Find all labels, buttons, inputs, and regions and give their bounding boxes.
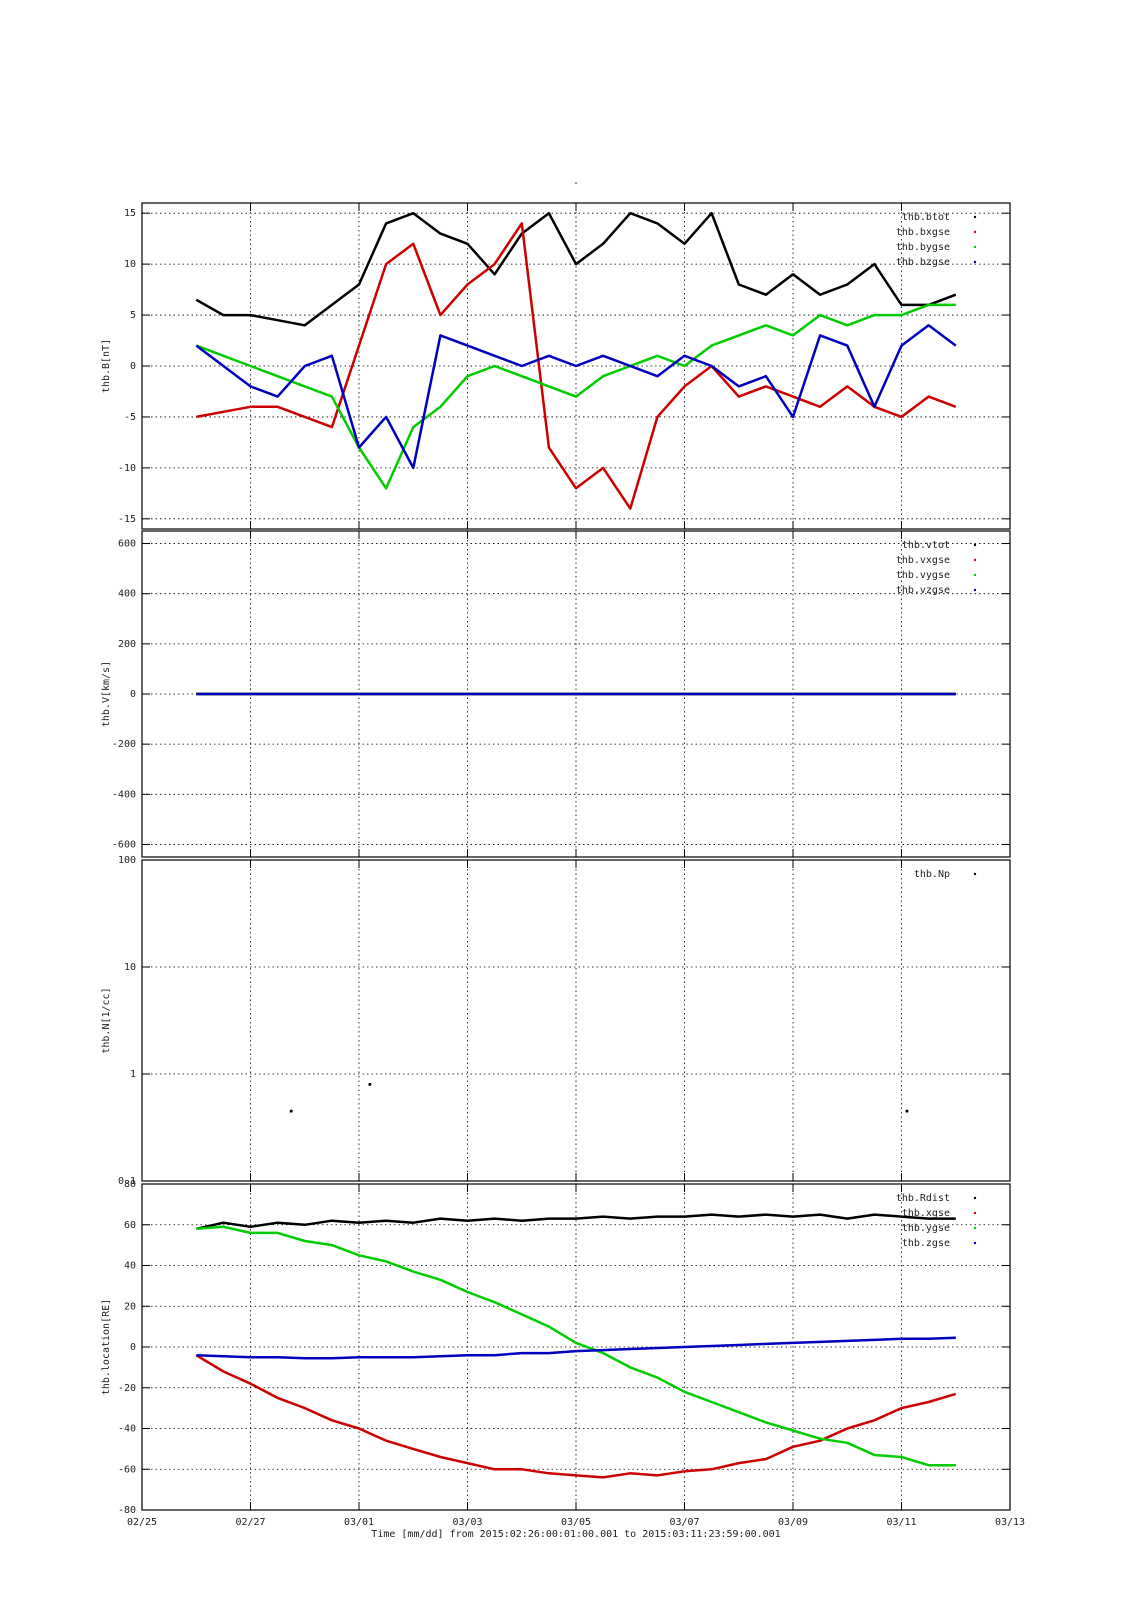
x-tick-label: 03/13 (995, 1517, 1025, 1528)
legend-label: thb.btot (902, 212, 950, 223)
legend-label: thb.bygse (896, 242, 950, 253)
legend-marker (973, 215, 977, 219)
y-tick-label: -10 (118, 463, 136, 474)
x-tick-label: 03/05 (561, 1517, 591, 1528)
y-tick-label: 10 (124, 962, 136, 973)
series-line (195, 303, 956, 490)
y-tick-label: 20 (124, 1301, 136, 1312)
series-line (196, 1336, 956, 1360)
x-tick-label: 03/03 (452, 1517, 482, 1528)
y-tick-label: 0 (130, 689, 136, 700)
plot-frame (141, 1183, 1011, 1511)
y-tick-label: -15 (118, 514, 136, 525)
x-tick-label: 02/27 (235, 1517, 265, 1528)
y-axis-label: thb.location[RE] (101, 1299, 112, 1395)
data-point (368, 1082, 372, 1086)
y-axis-label: thb.V[km/s] (101, 661, 112, 727)
y-tick-label: -20 (118, 1383, 136, 1394)
y-axis-label: thb.N[1/cc] (101, 987, 112, 1053)
x-tick-label: 03/09 (778, 1517, 808, 1528)
series-line (195, 211, 957, 327)
series-line (195, 1354, 957, 1479)
x-tick-label: 03/01 (344, 1517, 374, 1528)
legend-label: thb.xgse (902, 1208, 950, 1219)
y-tick-label: 0 (130, 361, 136, 372)
legend-label: thb.vygse (896, 570, 950, 581)
legend-label: thb.zgse (902, 1238, 950, 1249)
legend-label: thb.vzgse (896, 585, 950, 596)
data-point (905, 1109, 909, 1113)
x-tick-label: 03/11 (886, 1517, 916, 1528)
legend-label: thb.vxgse (896, 555, 950, 566)
series-line (196, 1225, 956, 1467)
legend-marker (973, 1196, 977, 1200)
legend-marker (973, 588, 977, 592)
y-tick-label: 600 (118, 539, 136, 550)
y-tick-label: 200 (118, 639, 136, 650)
y-tick-label: -400 (112, 789, 136, 800)
data-point (289, 1109, 293, 1113)
plot-frame (141, 859, 1011, 1182)
y-tick-label: 400 (118, 589, 136, 600)
legend-label: thb.vtot (902, 540, 950, 551)
legend-marker (973, 872, 977, 876)
x-axis-label: Time [mm/dd] from 2015:02:26:00:01:00.00… (371, 1529, 780, 1540)
chart-title: - (573, 178, 579, 189)
y-tick-label: -80 (118, 1505, 136, 1516)
x-tick-label: 03/07 (669, 1517, 699, 1528)
y-tick-label: -600 (112, 839, 136, 850)
legend-marker (973, 245, 977, 249)
x-tick-label: 02/25 (127, 1517, 157, 1528)
plot-frame (141, 202, 1011, 530)
y-tick-label: 15 (124, 208, 136, 219)
legend-marker (973, 1211, 977, 1215)
legend-marker (973, 1241, 977, 1245)
y-tick-label: -60 (118, 1464, 136, 1475)
legend-marker (973, 1226, 977, 1230)
y-tick-label: 40 (124, 1261, 136, 1272)
y-tick-label: 60 (124, 1220, 136, 1231)
legend-label: thb.bxgse (896, 227, 950, 238)
y-tick-label: -40 (118, 1424, 136, 1435)
y-tick-label: 100 (118, 855, 136, 866)
legend-marker (973, 543, 977, 547)
legend-label: thb.Rdist (896, 1193, 950, 1204)
y-tick-label: -5 (124, 412, 136, 423)
y-tick-label: 80 (124, 1179, 136, 1190)
series-line (195, 324, 957, 470)
y-axis-label: thb.B[nT] (101, 339, 112, 393)
legend-marker (973, 230, 977, 234)
y-tick-label: 10 (124, 259, 136, 270)
y-tick-label: 5 (130, 310, 136, 321)
series-line (196, 1213, 956, 1231)
y-tick-label: -200 (112, 739, 136, 750)
plot-frame (141, 530, 1011, 858)
legend-label: thb.bzgse (896, 257, 950, 268)
legend-marker (973, 573, 977, 577)
y-tick-label: 1 (130, 1069, 136, 1080)
legend-label: thb.Np (914, 869, 950, 880)
y-tick-label: 0.1 (118, 1176, 136, 1187)
y-tick-label: 0 (130, 1342, 136, 1353)
legend-label: thb.ygse (902, 1223, 950, 1234)
legend-marker (973, 558, 977, 562)
series-line (196, 222, 957, 510)
legend-marker (973, 260, 977, 264)
